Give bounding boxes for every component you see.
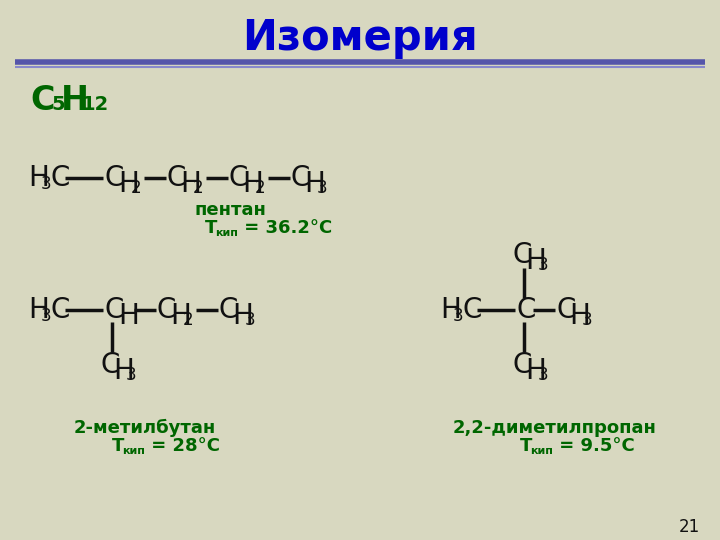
Text: 3: 3 <box>538 256 549 274</box>
Text: H: H <box>569 302 590 330</box>
Text: 12: 12 <box>82 96 109 114</box>
Text: H: H <box>28 296 49 324</box>
Text: C: C <box>105 296 125 324</box>
Text: H: H <box>118 170 139 198</box>
Text: T: T <box>112 437 125 455</box>
Text: C: C <box>167 164 186 192</box>
Text: H: H <box>118 302 139 330</box>
Text: 2-метилбутан: 2-метилбутан <box>74 419 216 437</box>
Text: кип: кип <box>122 446 145 456</box>
Text: C: C <box>462 296 482 324</box>
Text: T: T <box>520 437 532 455</box>
Text: C: C <box>229 164 248 192</box>
Text: кип: кип <box>215 228 238 238</box>
Text: 3: 3 <box>317 179 328 197</box>
Text: = 9.5°C: = 9.5°C <box>553 437 635 455</box>
Text: H: H <box>180 170 201 198</box>
Text: 3: 3 <box>41 175 52 193</box>
Text: 2: 2 <box>255 179 266 197</box>
Text: 3: 3 <box>41 307 52 325</box>
Text: C: C <box>100 351 120 379</box>
Text: H: H <box>525 357 546 385</box>
Text: 2: 2 <box>193 179 204 197</box>
Text: 2: 2 <box>183 311 194 329</box>
Text: 3: 3 <box>126 366 137 384</box>
Text: C: C <box>556 296 575 324</box>
Text: C: C <box>517 296 536 324</box>
Text: H: H <box>440 296 461 324</box>
Text: C: C <box>50 164 69 192</box>
Text: 3: 3 <box>582 311 593 329</box>
Text: 3: 3 <box>453 307 464 325</box>
Text: 5: 5 <box>51 96 65 114</box>
Text: C: C <box>291 164 310 192</box>
Text: H: H <box>242 170 263 198</box>
Text: Изомерия: Изомерия <box>242 17 478 59</box>
Text: H: H <box>170 302 191 330</box>
Text: H: H <box>304 170 325 198</box>
Text: T: T <box>205 219 217 237</box>
Text: C: C <box>50 296 69 324</box>
Text: кип: кип <box>530 446 553 456</box>
Text: пентан: пентан <box>194 201 266 219</box>
Text: 21: 21 <box>679 518 700 536</box>
Text: 3: 3 <box>245 311 256 329</box>
Text: H: H <box>28 164 49 192</box>
Text: C: C <box>512 351 531 379</box>
Text: = 36.2°C: = 36.2°C <box>238 219 332 237</box>
Text: 2,2-диметилпропан: 2,2-диметилпропан <box>453 419 657 437</box>
Text: H: H <box>232 302 253 330</box>
Text: H: H <box>525 247 546 275</box>
Text: C: C <box>157 296 176 324</box>
Text: C: C <box>105 164 125 192</box>
Text: С: С <box>30 84 55 117</box>
Text: Н: Н <box>61 84 89 117</box>
Text: 2: 2 <box>131 179 142 197</box>
Text: = 28°C: = 28°C <box>145 437 220 455</box>
Text: H: H <box>113 357 134 385</box>
Text: 3: 3 <box>538 366 549 384</box>
Text: C: C <box>219 296 238 324</box>
Text: C: C <box>512 241 531 269</box>
